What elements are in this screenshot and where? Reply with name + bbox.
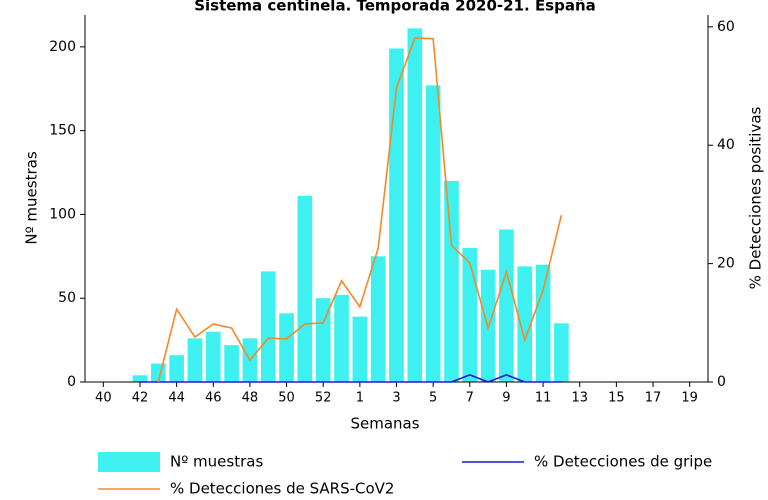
y-tick-label: 200 — [49, 39, 76, 55]
x-tick-label: 19 — [681, 391, 698, 406]
x-axis-label: Semanas — [350, 415, 419, 433]
x-tick-label: 15 — [608, 391, 625, 406]
x-tick-label: 46 — [205, 391, 222, 406]
bar — [297, 195, 313, 382]
y-tick-label: 100 — [49, 206, 76, 222]
x-tick-label: 44 — [168, 391, 185, 406]
legend-swatch — [98, 452, 160, 472]
x-tick-label: 1 — [356, 391, 364, 406]
bar — [315, 298, 331, 382]
y2-tick-label: 0 — [717, 374, 726, 390]
y-axis-label: Nº muestras — [23, 151, 41, 244]
bar — [554, 323, 569, 382]
x-tick-label: 40 — [95, 391, 112, 406]
bar — [224, 345, 239, 382]
x-tick-label: 13 — [571, 391, 588, 406]
y-tick-label: 150 — [49, 123, 76, 139]
legend-label: Nº muestras — [170, 453, 263, 471]
bar — [260, 271, 276, 382]
x-tick-label: 9 — [502, 391, 510, 406]
y2-axis-label: % Detecciones positivas — [747, 106, 765, 289]
bar — [535, 264, 551, 382]
legend-label: % Detecciones de gripe — [534, 453, 712, 471]
bar — [334, 294, 349, 382]
y2-tick-label: 20 — [717, 256, 735, 272]
x-tick-label: 17 — [645, 391, 662, 406]
y-tick-label: 0 — [67, 374, 76, 390]
bar — [187, 338, 203, 382]
line — [157, 37, 563, 383]
x-tick-label: 50 — [278, 391, 295, 406]
x-tick-label: 3 — [392, 391, 400, 406]
chart-title: Sistema centinela. Temporada 2020-21. Es… — [194, 0, 596, 15]
bar — [352, 316, 368, 382]
y2-tick-label: 40 — [717, 137, 735, 153]
x-tick-label: 7 — [466, 391, 474, 406]
x-tick-label: 48 — [242, 391, 259, 406]
bar — [444, 180, 459, 382]
bar — [205, 331, 221, 382]
bar — [425, 85, 441, 383]
legend-label: % Detecciones de SARS-CoV2 — [170, 480, 394, 498]
bar — [389, 48, 404, 382]
x-tick-label: 5 — [429, 391, 437, 406]
bar — [517, 266, 533, 382]
bar — [132, 375, 148, 382]
x-tick-label: 42 — [132, 391, 149, 406]
y2-tick-label: 60 — [717, 19, 735, 35]
line — [139, 374, 562, 383]
bar — [169, 355, 184, 382]
bar — [499, 229, 514, 382]
x-tick-label: 52 — [315, 391, 332, 406]
bar — [279, 313, 294, 382]
y-tick-label: 50 — [58, 290, 76, 306]
bar — [462, 247, 478, 382]
bar — [370, 256, 386, 382]
bar — [407, 28, 423, 382]
x-tick-label: 11 — [535, 391, 552, 406]
